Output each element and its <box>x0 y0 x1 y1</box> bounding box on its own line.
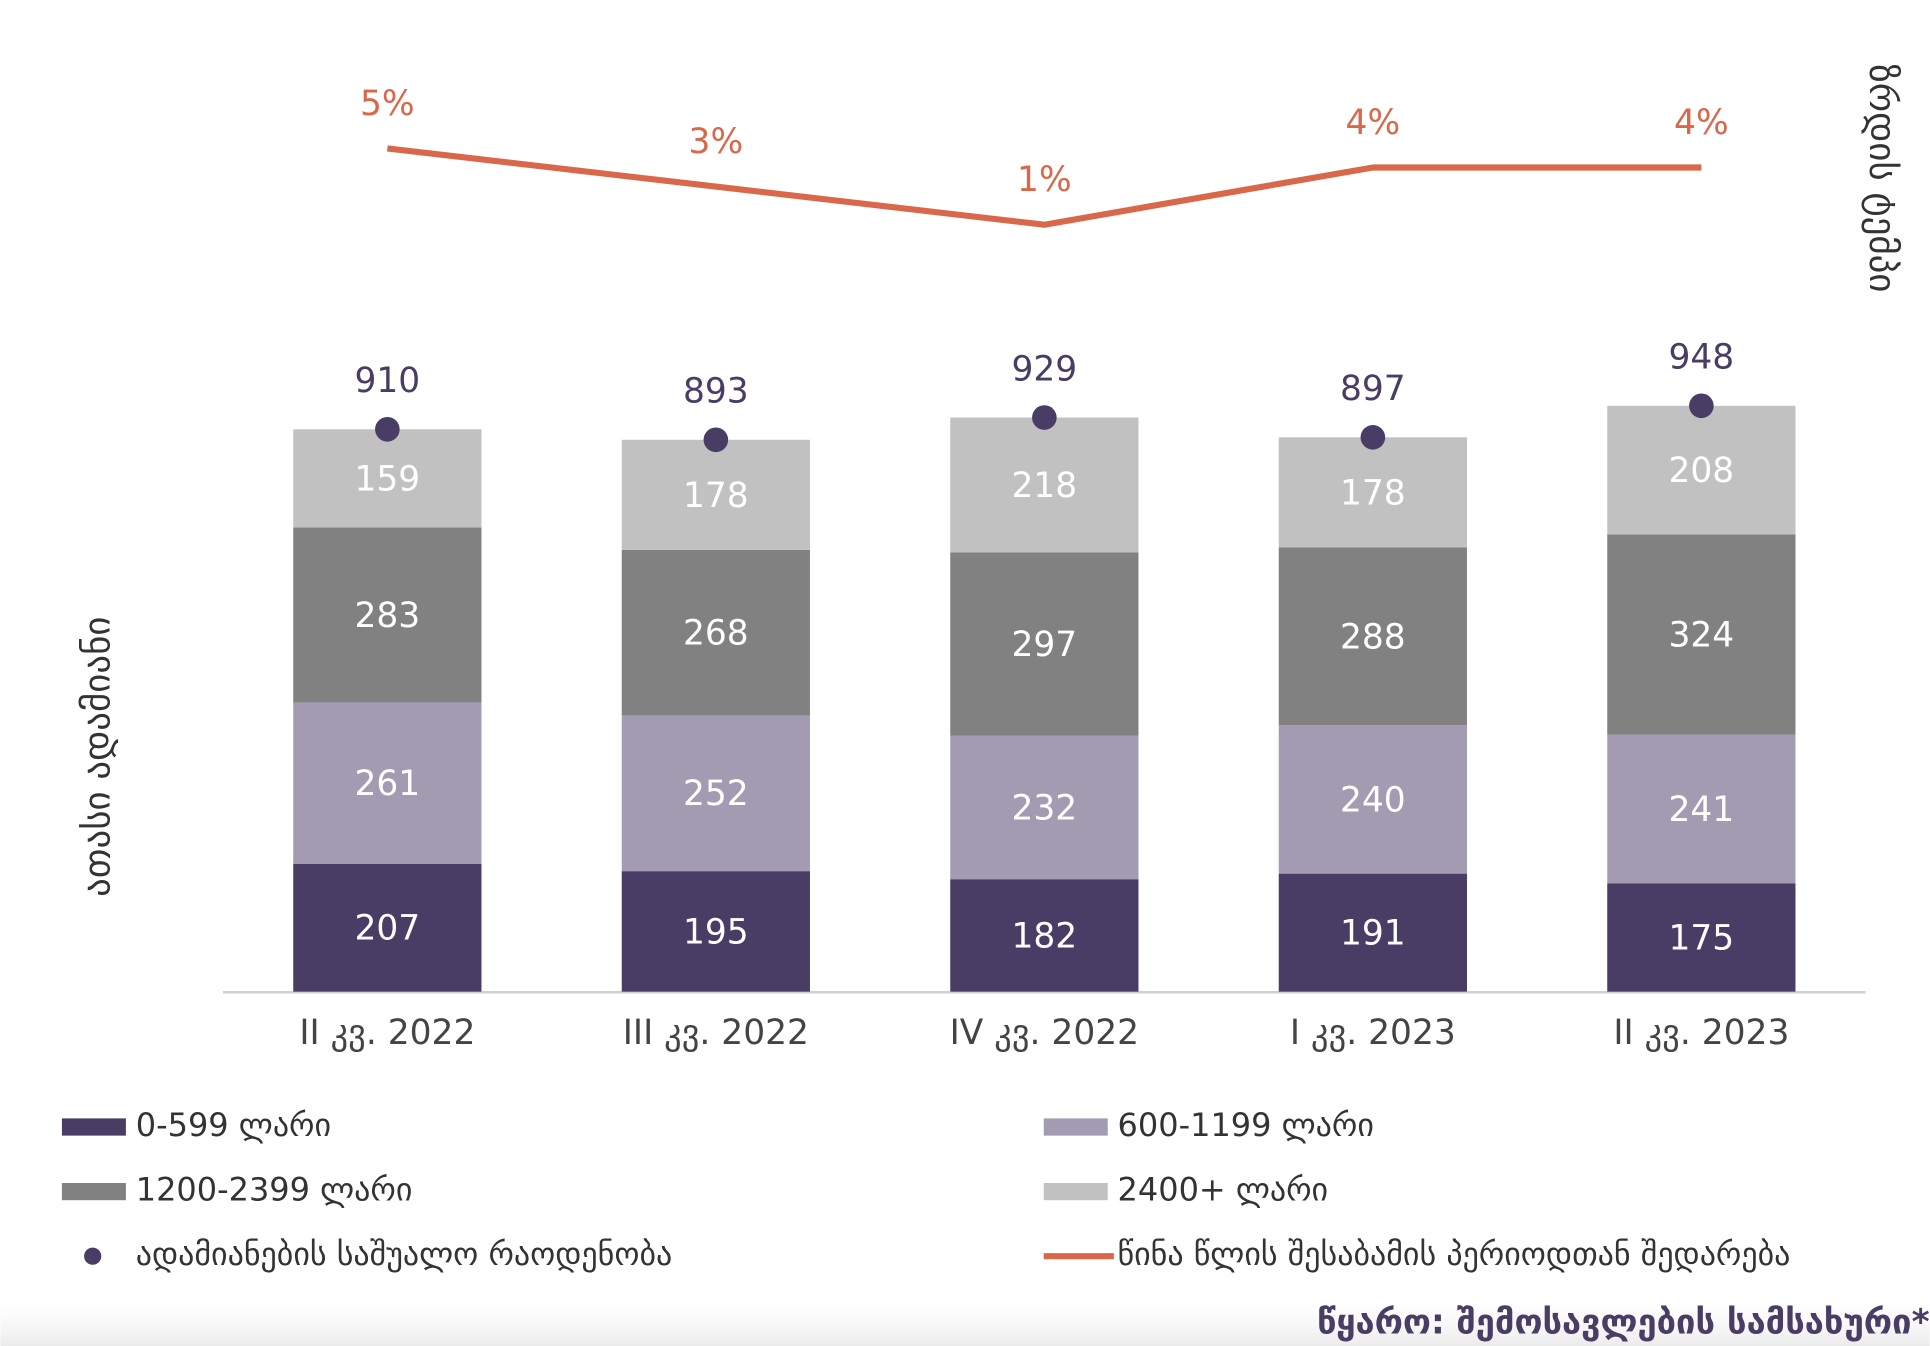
data-label: 195 <box>683 912 749 952</box>
bar-segment <box>1278 547 1467 726</box>
bar-segment <box>621 439 810 550</box>
data-label: 948 <box>1668 338 1734 378</box>
data-label: 218 <box>1011 466 1077 506</box>
legend-swatch <box>1043 1118 1108 1136</box>
data-label: 268 <box>683 614 749 654</box>
data-label: 240 <box>1340 780 1406 820</box>
legend-swatch <box>1043 1182 1108 1201</box>
data-label: 175 <box>1668 919 1734 959</box>
bar-segment <box>293 702 482 864</box>
legend-swatch <box>84 1247 102 1265</box>
average-dot <box>1360 425 1386 450</box>
bar-segment <box>950 552 1139 736</box>
data-label: 261 <box>354 764 420 804</box>
data-label: 3% <box>689 122 744 162</box>
data-label: 252 <box>683 774 749 814</box>
bar-segment <box>621 871 810 992</box>
data-label: 159 <box>354 459 420 499</box>
data-label: 241 <box>1668 790 1734 830</box>
legend-label: 0-599 ლარი <box>136 1106 331 1144</box>
x-tick-label: I კვ. 2023 <box>1290 1013 1456 1053</box>
legend-label: ადამიანების საშუალო რაოდენობა <box>136 1235 673 1273</box>
data-label: 297 <box>1011 625 1077 665</box>
bar-segment <box>1607 883 1796 992</box>
data-label: 182 <box>1011 916 1077 956</box>
bar-segment <box>1607 734 1796 884</box>
data-label: 178 <box>683 476 749 516</box>
average-dot <box>1689 393 1714 419</box>
bar-segment <box>293 863 482 992</box>
legend-label: წინა წლის შესაბამის პერიოდთან შედარება <box>1118 1235 1791 1273</box>
data-label: 178 <box>1340 473 1406 513</box>
bar-segment <box>950 735 1139 880</box>
x-tick-label: III კვ. 2022 <box>623 1013 809 1053</box>
data-label: 208 <box>1668 451 1734 491</box>
bar-segment <box>1278 437 1467 548</box>
bar-segment <box>1278 873 1467 992</box>
data-label: 893 <box>683 372 749 412</box>
data-label: 929 <box>1011 349 1077 389</box>
y-axis-title: ათასი ადამიანი <box>75 616 118 896</box>
data-label: 191 <box>1340 914 1406 954</box>
data-label: 232 <box>1011 788 1077 828</box>
average-dot <box>375 416 400 442</box>
y2-axis-title: ზრდის ტემპი <box>1861 64 1904 292</box>
growth-line <box>386 145 1702 228</box>
data-label: 4% <box>1346 103 1401 143</box>
x-tick-label: II კვ. 2023 <box>1613 1013 1789 1053</box>
bar-segment <box>293 429 482 528</box>
bar-segment <box>1607 534 1796 735</box>
data-label: 1% <box>1017 160 1072 200</box>
bar-segment <box>621 549 810 716</box>
bar-segment <box>950 879 1139 992</box>
bar-segment <box>621 715 810 872</box>
source-note: წყარო: შემოსავლების სამსახური* <box>1317 1302 1930 1342</box>
data-label: 207 <box>354 909 420 949</box>
average-dot <box>703 427 729 453</box>
legend-label: 600-1199 ლარი <box>1118 1106 1374 1144</box>
legend-label: 1200-2399 ლარი <box>136 1171 413 1209</box>
bar-segment <box>293 527 482 703</box>
average-dot <box>1032 405 1057 430</box>
data-label: 283 <box>354 596 420 636</box>
x-tick-label: II კვ. 2022 <box>299 1013 475 1053</box>
data-label: 5% <box>360 84 415 124</box>
footer-shade <box>0 1291 1930 1346</box>
legend-label: 2400+ ლარი <box>1118 1171 1329 1209</box>
x-tick-label: IV კვ. 2022 <box>950 1013 1139 1053</box>
data-label: 324 <box>1668 615 1734 655</box>
data-label: 4% <box>1674 103 1729 143</box>
bar-segment <box>1607 405 1796 535</box>
data-label: 897 <box>1340 369 1406 409</box>
legend-swatch <box>61 1182 126 1201</box>
data-label: 288 <box>1340 617 1406 657</box>
data-label: 910 <box>354 361 420 401</box>
legend-swatch <box>61 1118 126 1136</box>
bar-segment <box>950 417 1139 553</box>
bar-segment <box>1278 725 1467 874</box>
